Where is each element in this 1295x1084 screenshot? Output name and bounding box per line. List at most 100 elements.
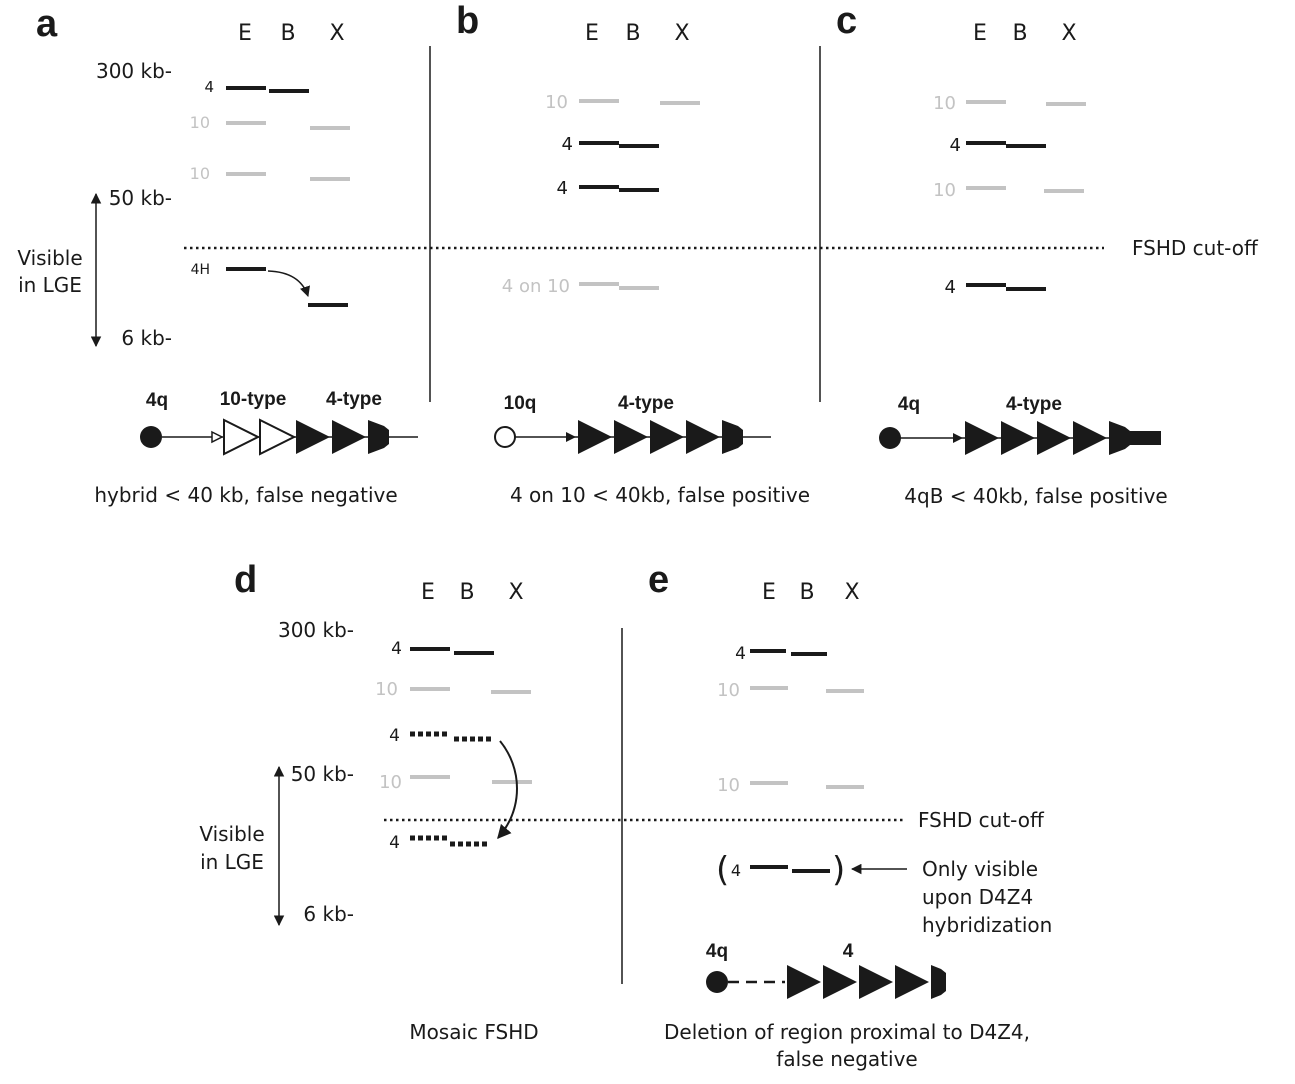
band-b: [619, 286, 659, 290]
lane-label-x: X: [1061, 21, 1076, 46]
band-b: [269, 89, 309, 93]
panel-letter-a: a: [36, 3, 58, 45]
band-x: [310, 126, 350, 130]
size-label-50kb: 50 kb-: [291, 762, 354, 786]
band-e: [410, 687, 450, 691]
lane-label-e: E: [973, 21, 987, 46]
band-b: [1006, 287, 1046, 291]
band-label: 4: [391, 639, 402, 659]
visible-note-line2: in LGE: [18, 273, 82, 297]
lane-label-x: X: [674, 21, 689, 46]
band-e: [579, 282, 619, 286]
band-e: [750, 865, 788, 869]
band-e: [579, 141, 619, 145]
band-e: [750, 781, 788, 785]
panel-caption: Mosaic FSHD: [409, 1020, 538, 1044]
small-arrow-icon: [211, 430, 224, 444]
band-b: [454, 651, 494, 655]
repeat-unit-10-type: [259, 418, 297, 456]
band-e: [966, 283, 1006, 287]
chromosome-label: 10q: [504, 393, 537, 414]
repeat-unit-4-type: [296, 420, 330, 454]
band-x: [826, 785, 864, 789]
note-line2: upon D4Z4: [922, 885, 1033, 909]
band-e: [226, 121, 266, 125]
band-label: 4 on 10: [502, 276, 570, 297]
band-label: 4: [945, 277, 956, 298]
paren-close: ): [832, 850, 845, 890]
band-x: [1044, 189, 1084, 193]
band-label: 10: [933, 93, 956, 114]
small-arrow-icon: [953, 433, 963, 443]
band-e: [410, 775, 450, 779]
band-label: 10: [933, 180, 956, 201]
repeat-unit-4-type: [823, 965, 857, 999]
repeat-unit-4-type: [965, 421, 999, 455]
band-e: [579, 99, 619, 103]
band-b: [792, 869, 830, 873]
repeat-unit-4-type: [686, 420, 720, 454]
repeat-unit-10-type: [223, 418, 261, 456]
band-x: [1046, 102, 1086, 106]
chromosome-dot: [879, 427, 901, 449]
band-e: [966, 100, 1006, 104]
size-label-300kb: 300 kb-: [96, 59, 172, 83]
panel-caption: 4qB < 40kb, false positive: [904, 484, 1167, 508]
repeat-unit-4-type: [332, 420, 366, 454]
band-label: 4: [735, 644, 746, 664]
band-label: 10: [190, 164, 210, 183]
repeat-unit-4-type: [578, 420, 612, 454]
panel-caption: hybrid < 40 kb, false negative: [94, 483, 397, 507]
chromosome-dot-open: [494, 426, 516, 448]
band-x: [308, 303, 348, 307]
note-line3: hybridization: [922, 913, 1052, 937]
band-x: [491, 690, 531, 694]
band-label: 10: [717, 680, 740, 701]
lane-label-e: E: [585, 21, 599, 46]
lane-label-b: B: [1012, 21, 1027, 46]
partial-repeat-unit: [368, 420, 389, 454]
panel-d: E B X 300 kb- 50 kb- 6 kb- Visible in LG…: [199, 580, 538, 1044]
band-b: [791, 652, 827, 656]
band-label: 4: [731, 861, 741, 880]
lane-label-e: E: [238, 21, 252, 46]
band-e: [966, 186, 1006, 190]
band-label: 4: [557, 178, 568, 199]
band-b: [1006, 144, 1046, 148]
band-label: 10: [190, 113, 210, 132]
band-e: [579, 185, 619, 189]
repeat-unit-4-type: [1073, 421, 1107, 455]
band-label: 10: [717, 775, 740, 796]
panel-caption-line1: Deletion of region proximal to D4Z4,: [664, 1020, 1030, 1044]
paren-open: (: [716, 850, 729, 890]
panel-b: E B X 10 4 4 4 on 10 10q 4-type 4 on 10 …: [494, 21, 810, 507]
repeat-unit-4-type: [859, 965, 893, 999]
lane-label-b: B: [799, 580, 814, 605]
chromosome-label: 4q: [706, 941, 728, 962]
panel-letter-b: b: [456, 0, 479, 42]
repeat-type-label: 4-type: [618, 393, 674, 414]
repeat-unit-4-type: [614, 420, 648, 454]
panel-e: E B X 4 10 10 ( 4 ) Only visible upon D4…: [664, 580, 1052, 1071]
band-label: 4: [950, 135, 961, 156]
partial-repeat-unit: [931, 965, 946, 999]
chromosome-label: 4q: [898, 394, 920, 415]
panel-letter-d: d: [234, 559, 257, 601]
repeat-unit-4-type: [787, 965, 821, 999]
size-label-50kb: 50 kb-: [109, 186, 172, 210]
repeat-type-label: 4-type: [326, 389, 382, 410]
lane-label-e: E: [762, 580, 776, 605]
band-label: 4: [562, 134, 573, 155]
lane-label-x: X: [508, 580, 523, 605]
lane-label-e: E: [421, 580, 435, 605]
lane-label-x: X: [844, 580, 859, 605]
chromosome-dot: [706, 971, 728, 993]
band-e: [750, 686, 788, 690]
lane-label-b: B: [280, 21, 295, 46]
repeat-type-label: 10-type: [220, 389, 287, 410]
band-b: [619, 144, 659, 148]
band-e: [226, 172, 266, 176]
band-label: 4: [204, 78, 214, 96]
partial-repeat-unit: [722, 420, 743, 454]
chromosome-label: 4q: [146, 390, 168, 411]
